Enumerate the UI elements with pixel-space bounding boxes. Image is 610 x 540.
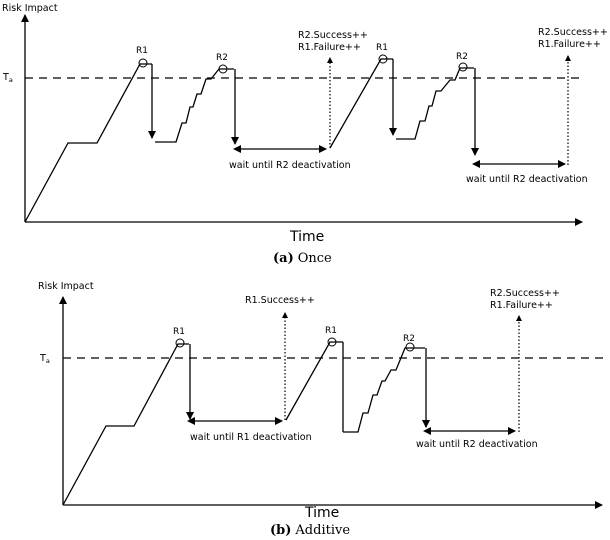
marker-circle — [458, 62, 468, 72]
marker-circle — [327, 337, 337, 347]
threshold-label: Ta — [2, 72, 13, 84]
wait-label: wait until R2 deactivation — [466, 174, 588, 185]
marker-label: R1 — [136, 46, 148, 56]
marker-circle — [378, 54, 388, 64]
marker-circle — [138, 58, 148, 68]
event-label: R1.Failure++ — [490, 300, 553, 311]
marker-label: R2 — [403, 334, 415, 344]
risk-curve — [396, 67, 474, 140]
risk-curve — [62, 343, 189, 506]
risk-curve — [24, 63, 152, 223]
event-label: R2.Success++ — [538, 27, 608, 38]
event-label: R2.Success++ — [298, 30, 368, 41]
risk-curve — [343, 347, 425, 433]
marker-circle — [218, 64, 228, 74]
marker-label: R1 — [173, 327, 185, 337]
event-label: R1.Success++ — [245, 295, 315, 306]
panel-a: Risk Impact Ta R1 R2 R1 R2 R2.Success++ … — [2, 3, 608, 266]
panel-caption: (a) Once — [273, 251, 332, 266]
marker-circle — [175, 338, 185, 348]
event-label: R1.Failure++ — [298, 42, 361, 53]
risk-curve — [155, 68, 234, 143]
risk-curve — [285, 341, 343, 421]
panel-caption: (b) Additive — [270, 523, 350, 538]
risk-curve — [329, 58, 393, 149]
event-label: R1.Failure++ — [538, 39, 601, 50]
marker-label: R1 — [376, 43, 388, 53]
marker-label: R1 — [325, 326, 337, 336]
event-label: R2.Success++ — [490, 288, 560, 299]
x-axis-label: Time — [289, 229, 324, 245]
wait-label: wait until R2 deactivation — [229, 160, 351, 171]
wait-label: wait until R2 deactivation — [416, 439, 538, 450]
y-axis-label: Risk Impact — [2, 3, 58, 14]
marker-label: R2 — [216, 53, 228, 63]
x-axis-label: Time — [304, 505, 339, 521]
panel-b: Risk Impact Ta R1 R1 R2 R1.Success++ R2.… — [38, 281, 603, 538]
marker-circle — [405, 342, 415, 352]
marker-label: R2 — [456, 52, 468, 62]
threshold-label: Ta — [39, 353, 50, 365]
y-axis-label: Risk Impact — [38, 281, 94, 292]
wait-label: wait until R1 deactivation — [190, 432, 312, 443]
